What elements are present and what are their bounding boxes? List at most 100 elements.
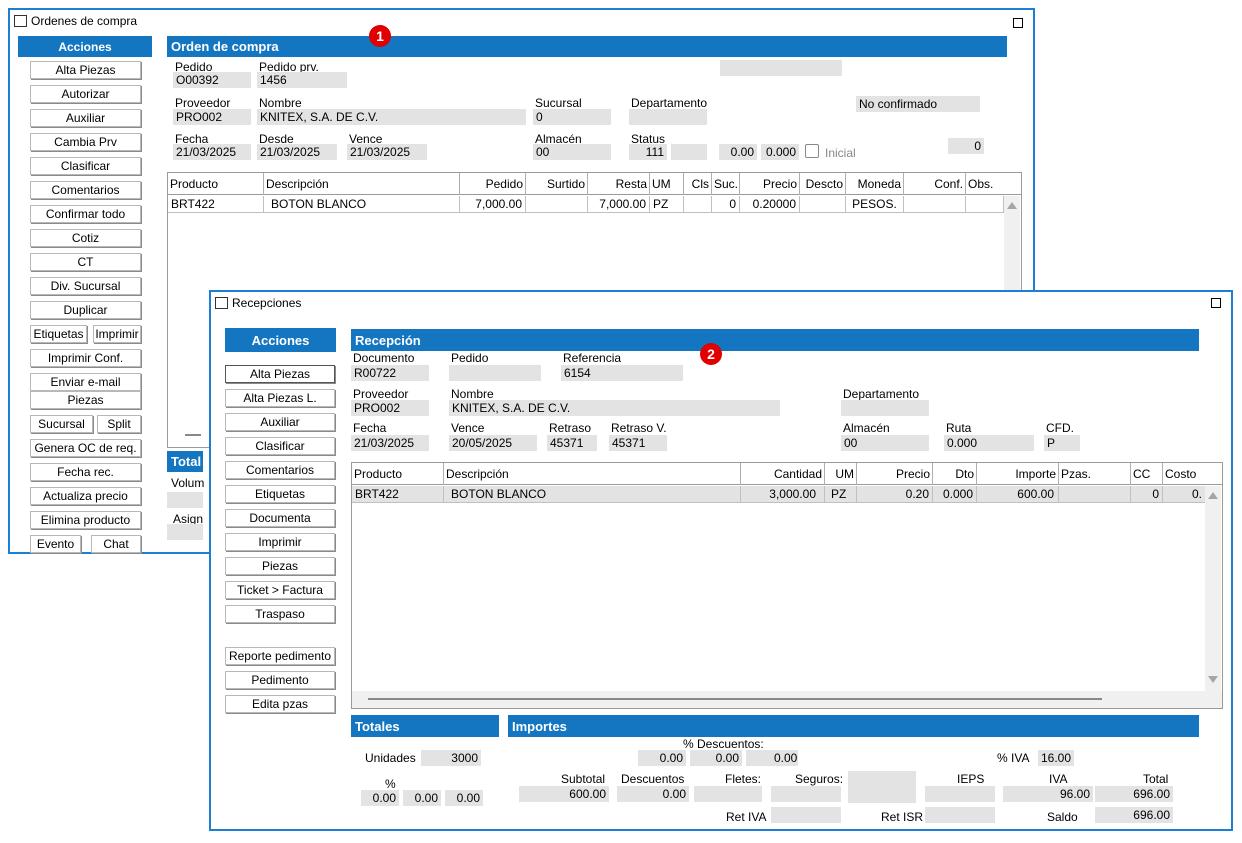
auxiliar-button[interactable]: Auxiliar xyxy=(30,109,141,127)
maximize-icon[interactable] xyxy=(1013,18,1023,28)
col-precio[interactable]: Precio xyxy=(857,463,933,485)
genera-oc-button[interactable]: Genera OC de req. xyxy=(30,439,141,457)
cambia-prv-button[interactable]: Cambia Prv xyxy=(30,133,141,151)
col-moneda[interactable]: Moneda xyxy=(846,173,904,195)
cotiz-button[interactable]: Cotiz xyxy=(30,229,141,247)
traspaso-button[interactable]: Traspaso xyxy=(225,605,335,623)
col-surtido[interactable]: Surtido xyxy=(526,173,588,195)
col-descripcion[interactable]: Descripción xyxy=(444,463,741,485)
col-importe[interactable]: Importe xyxy=(977,463,1059,485)
edita-pzas-button[interactable]: Edita pzas xyxy=(225,695,335,713)
confirmar-todo-button[interactable]: Confirmar todo xyxy=(30,205,141,223)
blank-amount-field[interactable] xyxy=(848,771,916,803)
referencia-field[interactable]: 6154 xyxy=(561,365,683,381)
scroll-up-icon[interactable] xyxy=(1208,492,1218,499)
val2-field[interactable]: 0.000 xyxy=(761,144,799,160)
col-cantidad[interactable]: Cantidad xyxy=(741,463,825,485)
piezas-button[interactable]: Piezas xyxy=(225,557,335,575)
pedido-field[interactable]: O00392 xyxy=(173,72,251,88)
pedido-field[interactable] xyxy=(449,365,541,381)
total-field[interactable]: 696.00 xyxy=(1095,786,1173,802)
col-suc[interactable]: Suc. xyxy=(712,173,740,195)
duplicar-button[interactable]: Duplicar xyxy=(30,301,141,319)
unidades-field[interactable]: 3000 xyxy=(421,750,481,766)
desde-field[interactable]: 21/03/2025 xyxy=(257,144,337,160)
col-precio[interactable]: Precio xyxy=(740,173,800,195)
autorizar-button[interactable]: Autorizar xyxy=(30,85,141,103)
imprimir-button[interactable]: Imprimir xyxy=(225,533,335,551)
clasificar-button[interactable]: Clasificar xyxy=(30,157,141,175)
imprimir-button[interactable]: Imprimir xyxy=(93,325,141,343)
actualiza-precio-button[interactable]: Actualiza precio xyxy=(30,487,141,505)
table-row[interactable]: BRT422 BOTON BLANCO 7,000.00 7,000.00 PZ… xyxy=(168,196,1004,213)
evento-button[interactable]: Evento xyxy=(30,535,81,553)
inicial-checkbox[interactable] xyxy=(805,144,819,158)
scroll-up-icon[interactable] xyxy=(1007,202,1017,209)
col-um[interactable]: UM xyxy=(650,173,684,195)
comentarios-button[interactable]: Comentarios xyxy=(30,181,141,199)
desc-pct-field-2[interactable]: 0.00 xyxy=(690,750,742,766)
proveedor-field[interactable]: PRO002 xyxy=(351,400,429,416)
pct-field-1[interactable]: 0.00 xyxy=(361,790,399,806)
piezas-button[interactable]: Piezas xyxy=(30,391,141,409)
col-pedido[interactable]: Pedido xyxy=(460,173,526,195)
hscroll-thumb[interactable] xyxy=(368,698,1102,700)
clasificar-button[interactable]: Clasificar xyxy=(225,437,335,455)
iva-field[interactable]: 96.00 xyxy=(1003,786,1093,802)
fletes-field[interactable] xyxy=(694,786,762,802)
departamento-field[interactable] xyxy=(629,109,707,125)
fecha-field[interactable]: 21/03/2025 xyxy=(173,144,251,160)
retraso-v-field[interactable]: 45371 xyxy=(609,435,667,451)
col-um[interactable]: UM xyxy=(825,463,857,485)
almacen-field[interactable]: 00 xyxy=(841,435,929,451)
col-cc[interactable]: CC xyxy=(1131,463,1163,485)
etiquetas-button[interactable]: Etiquetas xyxy=(30,325,87,343)
col-conf[interactable]: Conf. xyxy=(904,173,966,195)
nombre-field[interactable]: KNITEX, S.A. DE C.V. xyxy=(449,400,780,416)
col-producto[interactable]: Producto xyxy=(352,463,444,485)
pct-field-2[interactable]: 0.00 xyxy=(403,790,441,806)
val1-field[interactable]: 0.00 xyxy=(719,144,757,160)
seguros-field[interactable] xyxy=(771,786,841,802)
retraso-field[interactable]: 45371 xyxy=(547,435,597,451)
departamento-field[interactable] xyxy=(841,400,929,416)
table-row[interactable]: BRT422 BOTON BLANCO 3,000.00 PZ 0.20 0.0… xyxy=(352,486,1205,503)
imprimir-conf-button[interactable]: Imprimir Conf. xyxy=(30,349,141,367)
ct-button[interactable]: CT xyxy=(30,253,141,271)
col-obs[interactable]: Obs. xyxy=(966,173,1021,195)
etiquetas-button[interactable]: Etiquetas xyxy=(225,485,335,503)
ret-iva-field[interactable] xyxy=(771,807,841,823)
reporte-pedimento-button[interactable]: Reporte pedimento xyxy=(225,647,335,665)
auxiliar-button[interactable]: Auxiliar xyxy=(225,413,335,431)
split-button[interactable]: Split xyxy=(97,415,141,433)
subtotal-field[interactable]: 600.00 xyxy=(519,786,609,802)
cfd-field[interactable]: P xyxy=(1044,435,1080,451)
col-dto[interactable]: Dto xyxy=(933,463,977,485)
scroll-down-icon[interactable] xyxy=(1208,676,1218,683)
grid-vertical-scrollbar[interactable] xyxy=(1205,486,1221,691)
col-descto[interactable]: Descto xyxy=(800,173,846,195)
col-costo[interactable]: Costo xyxy=(1163,463,1222,485)
col-producto[interactable]: Producto xyxy=(168,173,264,195)
documento-field[interactable]: R00722 xyxy=(351,365,429,381)
fecha-field[interactable]: 21/03/2025 xyxy=(351,435,429,451)
alta-piezas-button[interactable]: Alta Piezas xyxy=(30,61,141,79)
almacen-field[interactable]: 00 xyxy=(533,144,611,160)
comentarios-button[interactable]: Comentarios xyxy=(225,461,335,479)
vence-field[interactable]: 21/03/2025 xyxy=(347,144,427,160)
blank-field-status2[interactable] xyxy=(671,144,707,160)
enviar-email-button[interactable]: Enviar e-mail xyxy=(30,373,141,391)
nombre-field[interactable]: KNITEX, S.A. DE C.V. xyxy=(257,109,526,125)
col-descripcion[interactable]: Descripción xyxy=(264,173,460,195)
col-resta[interactable]: Resta xyxy=(588,173,650,195)
sucursal-field[interactable]: 0 xyxy=(533,109,611,125)
pedimento-button[interactable]: Pedimento xyxy=(225,671,335,689)
alta-piezas-button[interactable]: Alta Piezas xyxy=(225,365,335,383)
sucursal-button[interactable]: Sucursal xyxy=(30,415,93,433)
desc-pct-field-3[interactable]: 0.00 xyxy=(746,750,798,766)
ieps-field[interactable] xyxy=(925,786,995,802)
div-sucursal-button[interactable]: Div. Sucursal xyxy=(30,277,141,295)
pct-field-3[interactable]: 0.00 xyxy=(445,790,483,806)
col-pzas[interactable]: Pzas. xyxy=(1059,463,1131,485)
chat-button[interactable]: Chat xyxy=(91,535,141,553)
